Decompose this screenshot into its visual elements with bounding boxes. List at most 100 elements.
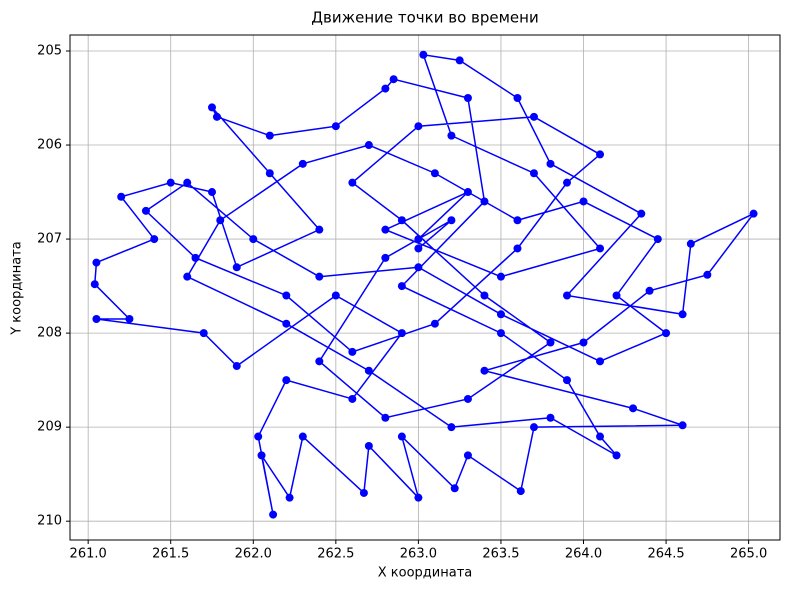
data-point <box>348 178 357 187</box>
data-point <box>653 235 662 244</box>
data-point <box>282 319 291 328</box>
data-point <box>315 357 324 366</box>
data-point <box>496 310 505 319</box>
data-point <box>282 376 291 385</box>
data-line <box>93 53 755 515</box>
data-point <box>381 84 390 93</box>
data-point <box>208 103 216 112</box>
data-point <box>315 272 324 281</box>
data-point <box>447 131 456 140</box>
data-point <box>529 423 538 432</box>
data-point <box>447 216 456 225</box>
data-point <box>348 347 357 356</box>
data-point <box>579 197 588 206</box>
y-tick-label: 205 <box>37 43 62 58</box>
x-tick-label: 262.0 <box>235 547 272 562</box>
data-point <box>249 235 258 244</box>
data-point <box>455 56 464 65</box>
data-point <box>629 404 638 413</box>
data-point <box>298 159 307 168</box>
data-point <box>516 487 525 496</box>
x-tick-label: 263.0 <box>400 547 437 562</box>
data-point <box>414 235 423 244</box>
data-point <box>298 432 307 441</box>
data-point <box>232 362 241 371</box>
data-point <box>430 169 439 178</box>
data-point <box>463 451 472 460</box>
data-point <box>397 329 406 338</box>
y-tick-label: 206 <box>37 138 62 153</box>
x-tick-label: 264.0 <box>565 547 602 562</box>
data-point <box>637 209 646 218</box>
data-point <box>257 451 266 460</box>
x-tick-label: 265.0 <box>730 547 767 562</box>
data-point <box>381 413 390 422</box>
data-point <box>496 272 505 281</box>
data-point <box>513 94 522 103</box>
data-point <box>389 75 398 84</box>
y-tick-label: 210 <box>37 514 62 529</box>
data-point <box>612 451 621 460</box>
data-point <box>513 244 522 253</box>
data-point <box>331 122 340 131</box>
data-point <box>269 510 278 519</box>
y-tick-label: 208 <box>37 326 62 341</box>
data-point <box>199 329 208 338</box>
data-point <box>265 131 274 140</box>
data-point <box>92 315 101 324</box>
plot-frame <box>69 34 781 541</box>
data-point <box>216 216 225 225</box>
data-point <box>463 394 472 403</box>
y-tick-label: 209 <box>37 420 62 435</box>
data-point <box>265 169 274 178</box>
data-point <box>447 423 456 432</box>
data-point <box>463 188 472 197</box>
data-point <box>90 280 99 289</box>
x-tick-label: 264.5 <box>647 547 684 562</box>
data-point <box>419 50 428 59</box>
data-point <box>254 432 263 441</box>
data-point <box>381 225 390 234</box>
data-point <box>546 159 555 168</box>
data-point <box>414 244 423 253</box>
data-point <box>208 188 216 197</box>
data-point <box>364 141 373 150</box>
data-point <box>480 366 489 375</box>
x-tick-label: 262.5 <box>317 547 354 562</box>
data-point <box>397 432 406 441</box>
data-point <box>596 150 605 159</box>
data-point <box>141 206 150 215</box>
x-tick-label: 263.5 <box>482 547 519 562</box>
data-point <box>397 282 406 291</box>
data-point <box>596 357 605 366</box>
data-point <box>364 441 373 450</box>
data-point <box>563 178 571 187</box>
data-point <box>463 94 472 103</box>
data-point <box>645 286 654 295</box>
data-point <box>529 169 538 178</box>
data-point <box>579 338 588 347</box>
data-point <box>703 270 712 279</box>
data-point <box>191 253 200 262</box>
data-point <box>430 319 439 328</box>
data-point <box>212 112 221 121</box>
data-point <box>331 291 340 300</box>
data-point <box>166 178 175 187</box>
data-point <box>282 291 291 300</box>
data-point <box>183 272 192 281</box>
data-point <box>183 178 192 187</box>
data-point <box>496 329 505 338</box>
data-point <box>546 413 555 422</box>
data-point <box>414 122 423 131</box>
data-point <box>749 209 758 218</box>
data-point <box>232 263 241 272</box>
data-point <box>315 225 324 234</box>
x-tick-label: 261.0 <box>70 547 107 562</box>
chart-title: Движение точки во времени <box>311 9 538 27</box>
data-point <box>364 366 373 375</box>
x-tick-label: 261.5 <box>152 547 189 562</box>
data-point <box>529 112 538 121</box>
data-point <box>397 216 406 225</box>
